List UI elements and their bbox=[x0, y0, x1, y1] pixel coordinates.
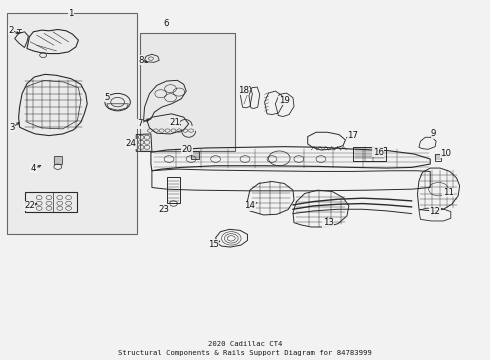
Bar bbox=[7, 13, 137, 234]
Text: 19: 19 bbox=[279, 96, 290, 105]
Text: 2020 Cadillac CT4
Structural Components & Rails Support Diagram for 84783999: 2020 Cadillac CT4 Structural Components … bbox=[118, 341, 372, 356]
Bar bbox=[435, 154, 441, 161]
Text: 9: 9 bbox=[431, 130, 436, 139]
Text: 8: 8 bbox=[138, 56, 144, 65]
Text: 17: 17 bbox=[347, 131, 358, 140]
Text: 7: 7 bbox=[137, 120, 143, 129]
Text: 4: 4 bbox=[30, 164, 36, 173]
Text: 24: 24 bbox=[126, 139, 137, 148]
Text: 21: 21 bbox=[169, 118, 180, 127]
Text: 18: 18 bbox=[238, 86, 249, 95]
Text: 6: 6 bbox=[164, 19, 170, 28]
Bar bbox=[167, 177, 180, 203]
Bar bbox=[140, 33, 235, 150]
Bar bbox=[54, 156, 62, 164]
Text: 1: 1 bbox=[68, 9, 74, 18]
Bar bbox=[191, 151, 199, 159]
Text: 23: 23 bbox=[159, 205, 170, 214]
Text: 3: 3 bbox=[9, 123, 15, 132]
Text: 2: 2 bbox=[8, 26, 14, 35]
Text: 10: 10 bbox=[441, 149, 451, 158]
Text: 14: 14 bbox=[245, 201, 255, 210]
Bar bbox=[353, 147, 386, 161]
Text: 15: 15 bbox=[208, 240, 219, 249]
Bar bbox=[25, 192, 77, 212]
Text: 11: 11 bbox=[443, 188, 454, 197]
Text: 22: 22 bbox=[24, 201, 35, 210]
Text: 5: 5 bbox=[104, 93, 110, 102]
Text: 12: 12 bbox=[429, 207, 440, 216]
Text: 13: 13 bbox=[323, 218, 334, 227]
Text: 20: 20 bbox=[182, 145, 193, 154]
Text: 16: 16 bbox=[373, 148, 384, 157]
